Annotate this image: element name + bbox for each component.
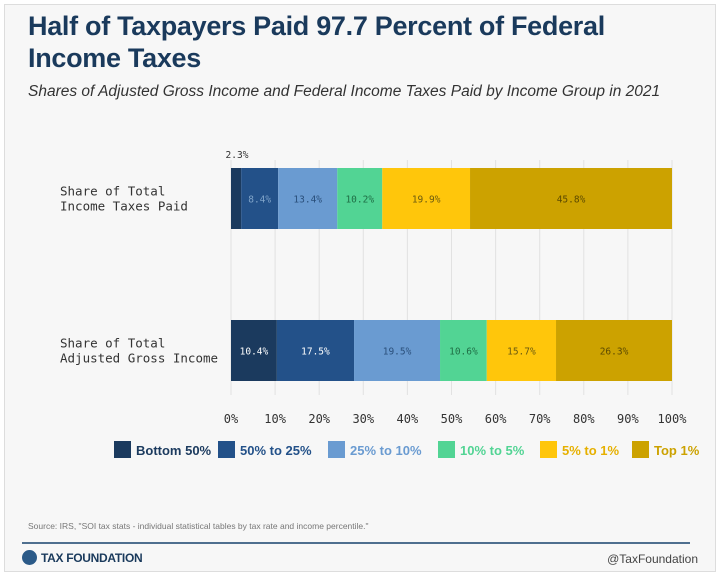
x-tick-label: 20% (308, 412, 330, 426)
category-label: Share of Total (60, 336, 165, 351)
category-label: Adjusted Gross Income (60, 351, 218, 366)
x-tick-label: 60% (485, 412, 507, 426)
legend-label: 10% to 5% (460, 443, 525, 458)
data-label: 10.4% (240, 347, 269, 358)
bar-segment (241, 168, 279, 229)
data-label: 2.3% (226, 150, 249, 161)
bar-segment (556, 320, 672, 381)
data-label: 8.4% (248, 195, 271, 206)
bar-segment (276, 320, 355, 381)
x-tick-label: 0% (224, 412, 239, 426)
bar-segment (382, 168, 471, 229)
bar-segment (486, 320, 557, 381)
legend-label: Bottom 50% (136, 443, 212, 458)
x-tick-label: 30% (352, 412, 374, 426)
legend-label: Top 1% (654, 443, 700, 458)
legend-swatch (540, 441, 557, 458)
legend-swatch (438, 441, 455, 458)
x-tick-label: 90% (617, 412, 639, 426)
data-label: 17.5% (301, 347, 330, 358)
bar-segment (440, 320, 487, 381)
x-tick-label: 10% (264, 412, 286, 426)
legend-swatch (328, 441, 345, 458)
x-tick-label: 70% (529, 412, 551, 426)
data-label: 19.9% (412, 195, 441, 206)
data-label: 26.3% (600, 347, 629, 358)
footer-divider (22, 542, 690, 544)
bar-segment (231, 168, 242, 229)
legend-swatch (218, 441, 235, 458)
legend-swatch (114, 441, 131, 458)
bar-segment (231, 320, 277, 381)
x-tick-label: 50% (441, 412, 463, 426)
data-label: 10.6% (449, 347, 478, 358)
x-tick-label: 40% (397, 412, 419, 426)
category-label: Income Taxes Paid (60, 199, 188, 214)
bar-segment (337, 168, 383, 229)
tax-foundation-logo: TAX FOUNDATION (22, 550, 143, 565)
source-note: Source: IRS, "SOI tax stats - individual… (28, 521, 369, 531)
x-tick-label: 80% (573, 412, 595, 426)
bar-segment (354, 320, 441, 381)
category-label: Share of Total (60, 184, 165, 199)
logo-text: TAX FOUNDATION (41, 550, 143, 565)
twitter-handle: @TaxFoundation (607, 552, 698, 566)
chart-frame (4, 4, 716, 572)
chart-subtitle: Shares of Adjusted Gross Income and Fede… (28, 83, 661, 100)
chart-title: Half of Taxpayers Paid 97.7 Percent of F… (28, 11, 605, 73)
data-label: 19.5% (383, 347, 412, 358)
bar-segment (470, 168, 672, 229)
x-tick-label: 100% (658, 412, 688, 426)
legend-label: 50% to 25% (240, 443, 312, 458)
legend-label: 5% to 1% (562, 443, 620, 458)
legend-label: 25% to 10% (350, 443, 422, 458)
data-label: 15.7% (507, 347, 536, 358)
data-label: 13.4% (293, 195, 322, 206)
data-label: 45.8% (557, 195, 586, 206)
legend-swatch (632, 441, 649, 458)
tax-foundation-logo-icon (22, 550, 37, 565)
data-label: 10.2% (345, 195, 374, 206)
bar-segment (278, 168, 338, 229)
